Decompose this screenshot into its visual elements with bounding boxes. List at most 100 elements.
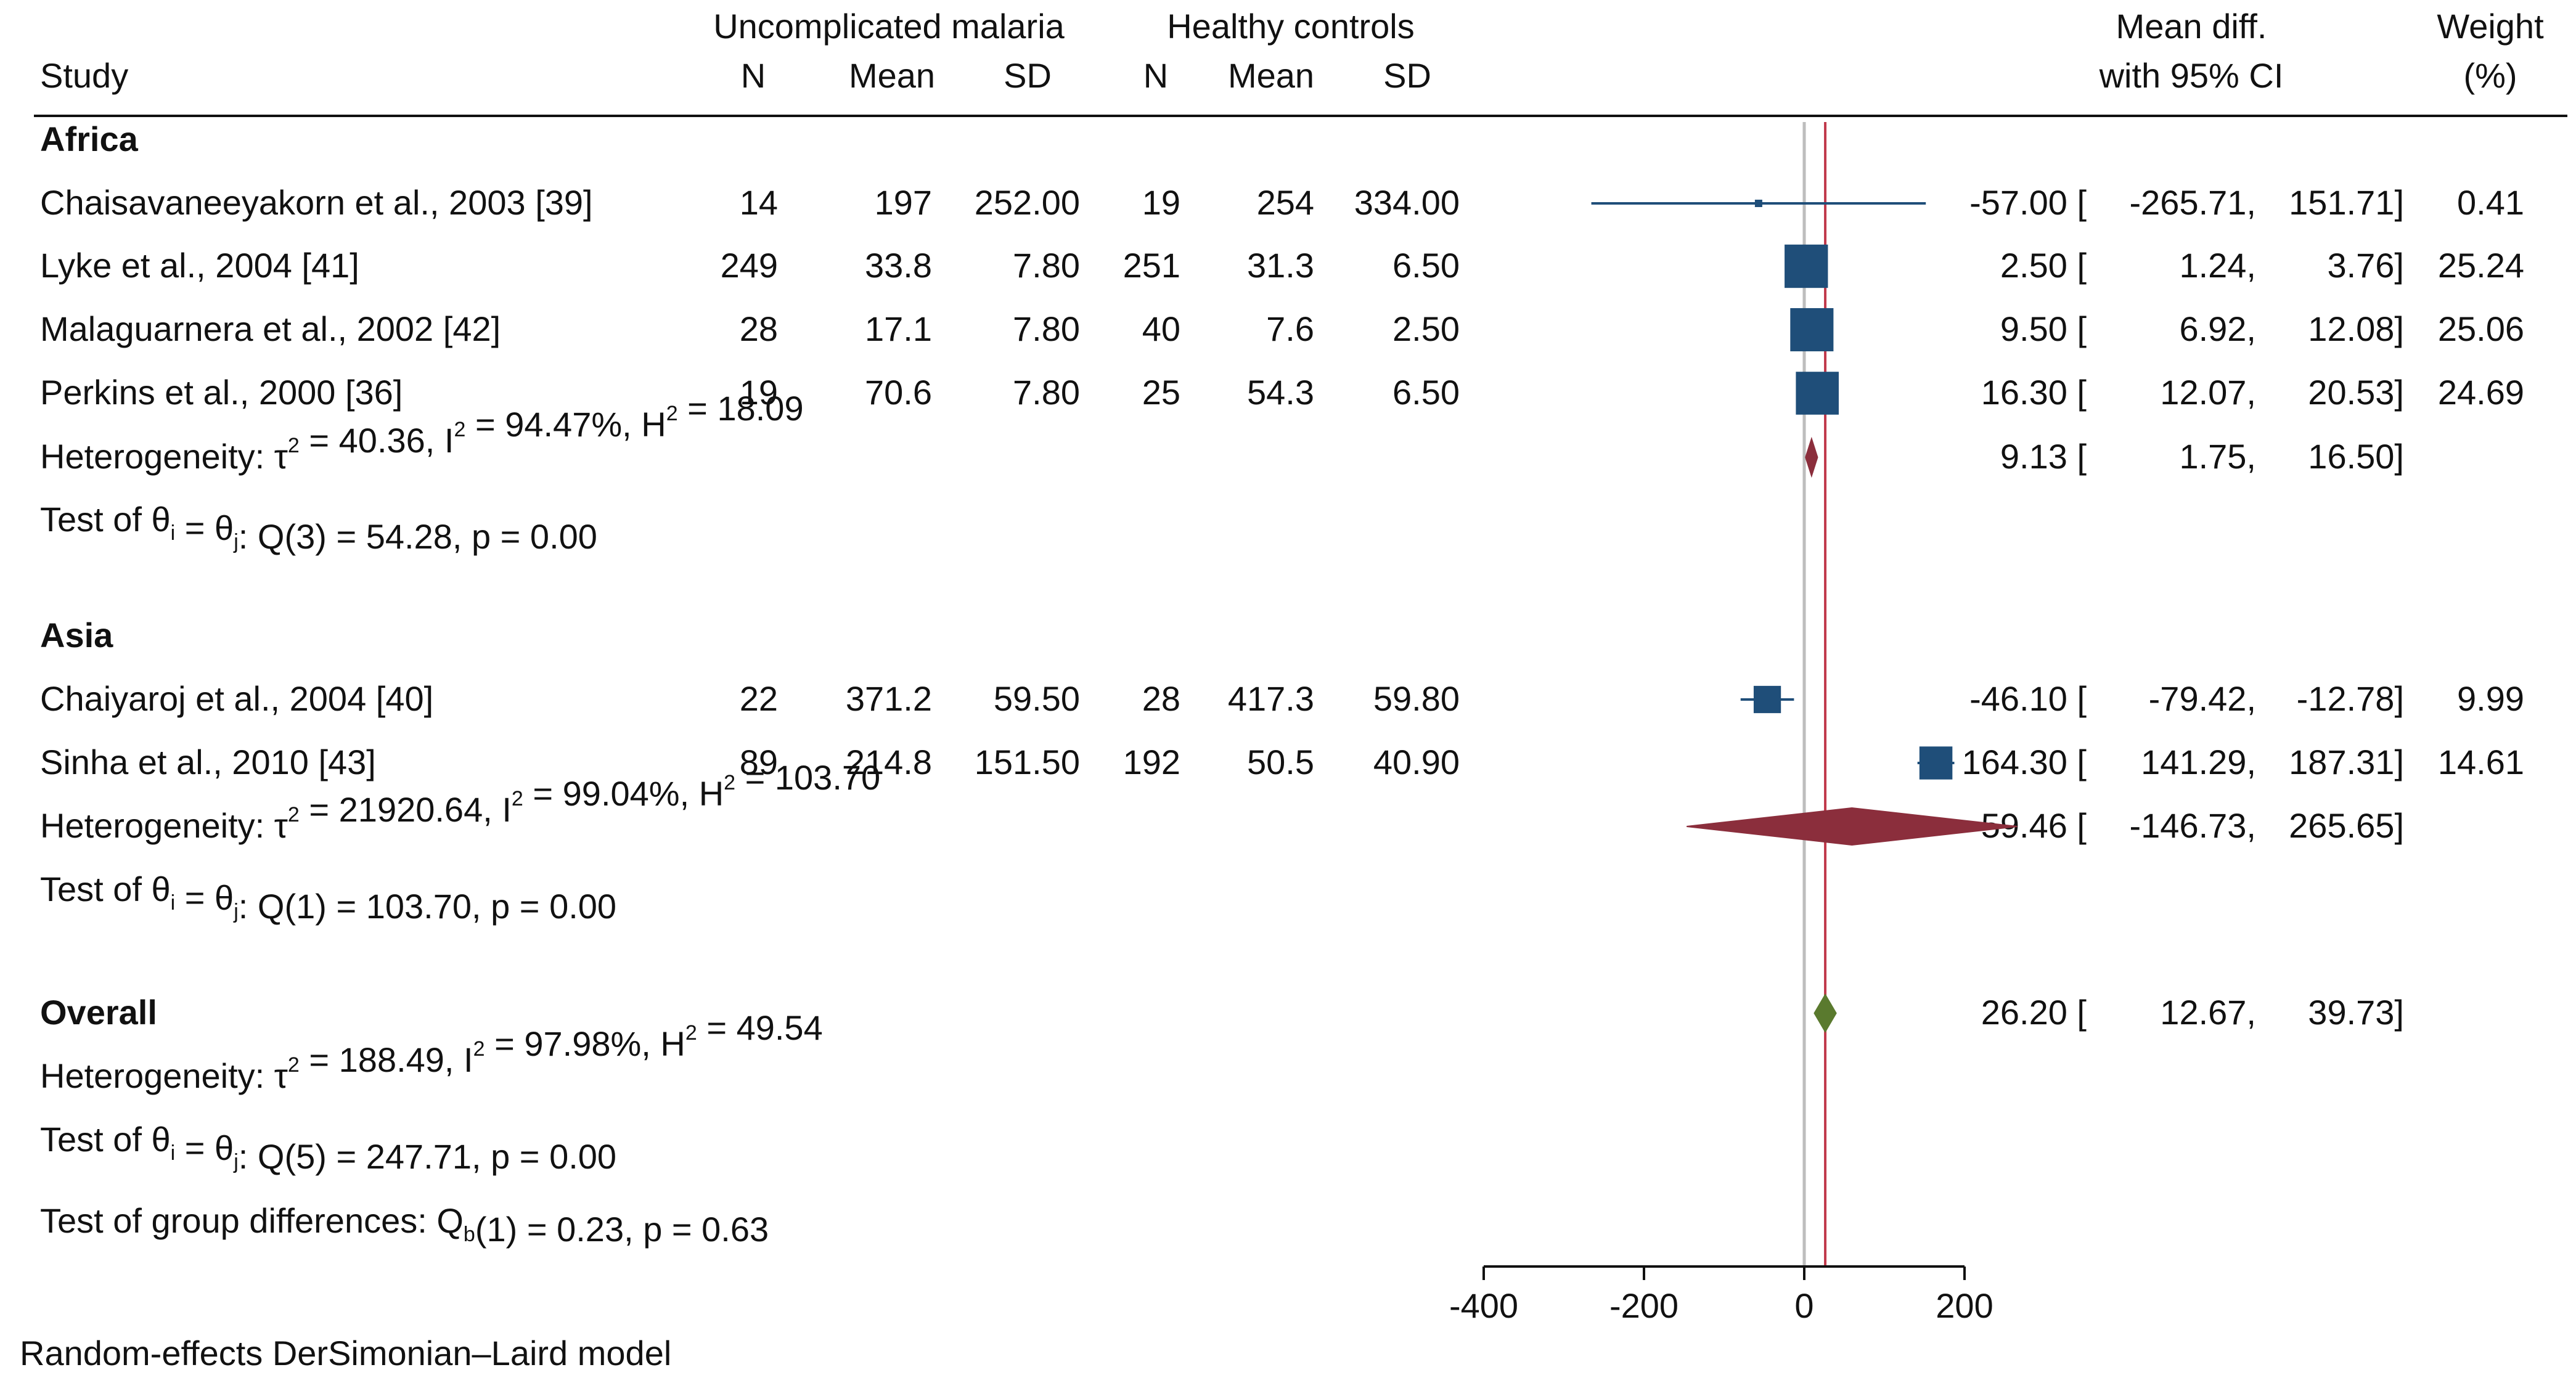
study-0-1-name: Lyke et al., 2004 [41] — [40, 246, 359, 285]
study-1-0-effect-label: -46.10 [ — [1969, 679, 2087, 718]
group-1-heterogeneity: Heterogeneity: τ2 = 21920.64, I2 = 99.04… — [40, 758, 880, 845]
header-weight-top: Weight — [2437, 7, 2544, 46]
header-n1: N — [741, 56, 766, 95]
study-0-1-sd1: 7.80 — [1013, 246, 1080, 285]
overall-lower-label: 12.67, — [2160, 993, 2256, 1032]
study-0-1-mean2: 31.3 — [1247, 246, 1314, 285]
study-0-3-mean2: 54.3 — [1247, 373, 1314, 412]
overall-label: Overall — [40, 993, 157, 1032]
study-0-1-effect-label: 2.50 [ — [2000, 246, 2087, 285]
study-0-1-marker — [1785, 244, 1828, 288]
study-0-1-sd2: 6.50 — [1392, 246, 1460, 285]
footnote: Random-effects DerSimonian–Laird model — [20, 1334, 671, 1372]
overall-effect-label: 26.20 [ — [1981, 993, 2087, 1032]
study-0-0-name: Chaisavaneeyakorn et al., 2003 [39] — [40, 183, 593, 222]
study-0-0-upper-label: 151.71] — [2289, 183, 2404, 222]
header-effect-bottom: with 95% CI — [2099, 56, 2284, 95]
study-0-2-n1: 28 — [740, 309, 778, 348]
study-0-3-n2: 25 — [1142, 373, 1180, 412]
study-0-2-upper-label: 12.08] — [2308, 309, 2404, 348]
study-1-1-effect-label: 164.30 [ — [1962, 743, 2087, 781]
study-0-1-weight: 25.24 — [2438, 246, 2524, 285]
study-1-1-n2: 192 — [1123, 743, 1180, 781]
study-0-3-mean1: 70.6 — [865, 373, 932, 412]
study-1-0-mean1: 371.2 — [846, 679, 932, 718]
study-0-2-n2: 40 — [1142, 309, 1180, 348]
group-0-diamond — [1805, 436, 1818, 478]
study-1-1-mean1: 214.8 — [846, 743, 932, 781]
header-mean1: Mean — [849, 56, 935, 95]
study-0-2-name: Malaguarnera et al., 2002 [42] — [40, 309, 501, 348]
study-0-3-effect-label: 16.30 [ — [1981, 373, 2087, 412]
study-0-3-sd2: 6.50 — [1392, 373, 1460, 412]
overall-diamond — [1813, 993, 1837, 1033]
study-0-3-marker — [1796, 372, 1839, 415]
header-mean2: Mean — [1228, 56, 1314, 95]
overall-test: Test of θi = θj: Q(5) = 247.71, p = 0.00 — [40, 1120, 616, 1176]
study-0-0-sd2: 334.00 — [1354, 183, 1460, 222]
study-1-1-n1: 89 — [740, 743, 778, 781]
study-0-0-marker — [1754, 200, 1762, 207]
study-1-0-sd1: 59.50 — [994, 679, 1080, 718]
group-0-summary-lower-label: 1.75, — [2179, 437, 2256, 476]
study-1-1-sd1: 151.50 — [975, 743, 1080, 781]
group-1-diamond — [1687, 807, 2018, 846]
x-tick-label-3: 200 — [1936, 1286, 1993, 1325]
study-1-0-mean2: 417.3 — [1228, 679, 1314, 718]
group-label-1: Asia — [40, 616, 113, 655]
header-group1: Uncomplicated malaria — [713, 7, 1065, 46]
study-0-3-sd1: 7.80 — [1013, 373, 1080, 412]
study-0-0-sd1: 252.00 — [975, 183, 1080, 222]
study-0-3-n1: 19 — [740, 373, 778, 412]
x-tick-label-2: 0 — [1794, 1286, 1813, 1325]
study-0-2-mean1: 17.1 — [865, 309, 932, 348]
header-n2: N — [1143, 56, 1168, 95]
study-0-2-sd2: 2.50 — [1392, 309, 1460, 348]
header-sd1: SD — [1004, 56, 1052, 95]
study-0-3-lower-label: 12.07, — [2160, 373, 2256, 412]
study-1-1-sd2: 40.90 — [1373, 743, 1460, 781]
group-1-summary-lower-label: -146.73, — [2130, 806, 2257, 845]
study-0-1-n1: 249 — [721, 246, 778, 285]
study-0-0-n1: 14 — [740, 183, 778, 222]
study-0-2-mean2: 7.6 — [1266, 309, 1314, 348]
group-1-test: Test of θi = θj: Q(1) = 103.70, p = 0.00 — [40, 870, 616, 926]
study-0-2-marker — [1790, 308, 1834, 352]
study-1-1-name: Sinha et al., 2010 [43] — [40, 743, 376, 781]
study-1-1-marker — [1919, 746, 1953, 780]
study-0-1-n2: 251 — [1123, 246, 1180, 285]
study-0-2-effect-label: 9.50 [ — [2000, 309, 2087, 348]
study-0-2-sd1: 7.80 — [1013, 309, 1080, 348]
study-0-3-weight: 24.69 — [2438, 373, 2524, 412]
study-0-1-mean1: 33.8 — [865, 246, 932, 285]
study-0-2-lower-label: 6.92, — [2179, 309, 2256, 348]
study-1-0-n1: 22 — [740, 679, 778, 718]
study-0-1-lower-label: 1.24, — [2179, 246, 2256, 285]
header-study: Study — [40, 56, 128, 95]
study-1-0-lower-label: -79.42, — [2149, 679, 2256, 718]
x-tick-label-0: -400 — [1449, 1286, 1518, 1325]
study-1-1-weight: 14.61 — [2438, 743, 2524, 781]
study-1-0-weight: 9.99 — [2457, 679, 2524, 718]
header-sd2: SD — [1383, 56, 1431, 95]
header-weight-bottom: (%) — [2463, 56, 2517, 95]
study-1-0-sd2: 59.80 — [1373, 679, 1460, 718]
header-effect-top: Mean diff. — [2116, 7, 2267, 46]
study-0-0-lower-label: -265.71, — [2130, 183, 2257, 222]
group-label-0: Africa — [40, 120, 139, 158]
study-1-0-marker — [1753, 685, 1781, 714]
group-0-summary-effect-label: 9.13 [ — [2000, 437, 2087, 476]
study-0-0-weight: 0.41 — [2457, 183, 2524, 222]
study-0-0-mean2: 254 — [1257, 183, 1314, 222]
overall-heterogeneity: Heterogeneity: τ2 = 188.49, I2 = 97.98%,… — [40, 1008, 823, 1095]
study-0-1-upper-label: 3.76] — [2327, 246, 2404, 285]
group-1-summary-upper-label: 265.65] — [2289, 806, 2404, 845]
study-0-3-upper-label: 20.53] — [2308, 373, 2404, 412]
header-group2: Healthy controls — [1167, 7, 1415, 46]
group-0-heterogeneity: Heterogeneity: τ2 = 40.36, I2 = 94.47%, … — [40, 389, 804, 476]
study-1-1-lower-label: 141.29, — [2141, 743, 2256, 781]
overall-upper-label: 39.73] — [2308, 993, 2404, 1032]
x-tick-label-1: -200 — [1609, 1286, 1678, 1325]
group-0-summary-upper-label: 16.50] — [2308, 437, 2404, 476]
